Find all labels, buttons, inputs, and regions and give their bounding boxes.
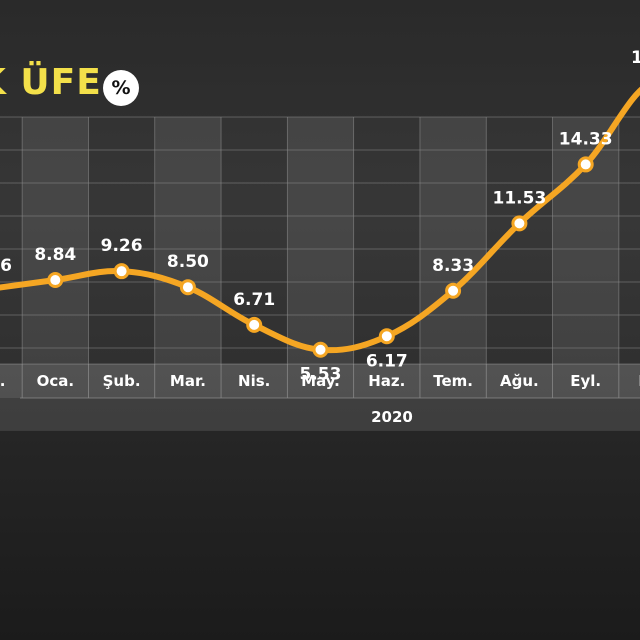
data-label: 8.50	[167, 252, 209, 272]
data-label: 11.53	[493, 188, 547, 208]
x-tick-label: May.	[301, 372, 340, 390]
x-tick-label: Nis.	[238, 372, 270, 390]
chart-columns	[0, 117, 640, 364]
x-tick-label: Haz.	[368, 372, 405, 390]
category-axis-band	[0, 364, 640, 398]
x-tick-label: Oca.	[37, 372, 74, 390]
data-point	[246, 316, 263, 333]
chart-column-band	[419, 117, 487, 364]
data-point	[113, 263, 130, 280]
data-label: 6.17	[366, 351, 408, 371]
x-tick-label: Ağu.	[500, 372, 539, 390]
x-tick-label: Şub.	[103, 372, 141, 390]
chart-column-band	[486, 117, 552, 364]
data-label: 18.2	[631, 48, 640, 68]
partial-data-label: 6	[0, 256, 12, 276]
data-point	[312, 341, 329, 358]
data-point	[511, 215, 528, 232]
x-tick-label: E...	[638, 372, 640, 390]
x-tick-label: Eyl.	[570, 372, 601, 390]
chart-column-band	[619, 117, 640, 364]
data-point	[577, 156, 594, 173]
chart-column-band	[287, 117, 354, 364]
year-axis-band	[0, 398, 640, 431]
data-label: 5.53	[300, 365, 342, 385]
data-point	[179, 279, 196, 296]
data-label: 14.33	[559, 129, 613, 149]
data-point	[445, 282, 462, 299]
data-point	[47, 272, 64, 289]
series-line	[0, 86, 640, 358]
data-label: 9.26	[101, 236, 143, 256]
chart-gridlines	[0, 116, 640, 398]
data-point	[378, 328, 395, 345]
percent-unit-badge: %	[103, 70, 139, 106]
chart-column-band	[154, 117, 222, 364]
chart-column-band	[552, 117, 619, 364]
background-floor	[0, 430, 640, 640]
chart-column-band	[22, 117, 89, 364]
x-axis: ...a. Oca. Şub. Mar. Nis. May. Haz. Tem. Ağu. Eyl…	[0, 364, 640, 431]
data-label: 6.71	[233, 290, 275, 310]
chart-title: K ÜFE	[0, 62, 102, 103]
year-label: 2020	[371, 408, 413, 426]
data-label: 8.33	[432, 256, 474, 276]
chart-column-band	[0, 117, 22, 364]
data-label: 8.84	[34, 245, 76, 265]
x-tick-label: ...a.	[0, 372, 5, 390]
data-labels: 8.84 9.26 8.50 6.71 5.53 6.17 8.33 11.53 14.33 18…	[0, 48, 640, 385]
x-tick-label: Mar.	[170, 372, 206, 390]
x-tick-label: Tem.	[433, 372, 473, 390]
